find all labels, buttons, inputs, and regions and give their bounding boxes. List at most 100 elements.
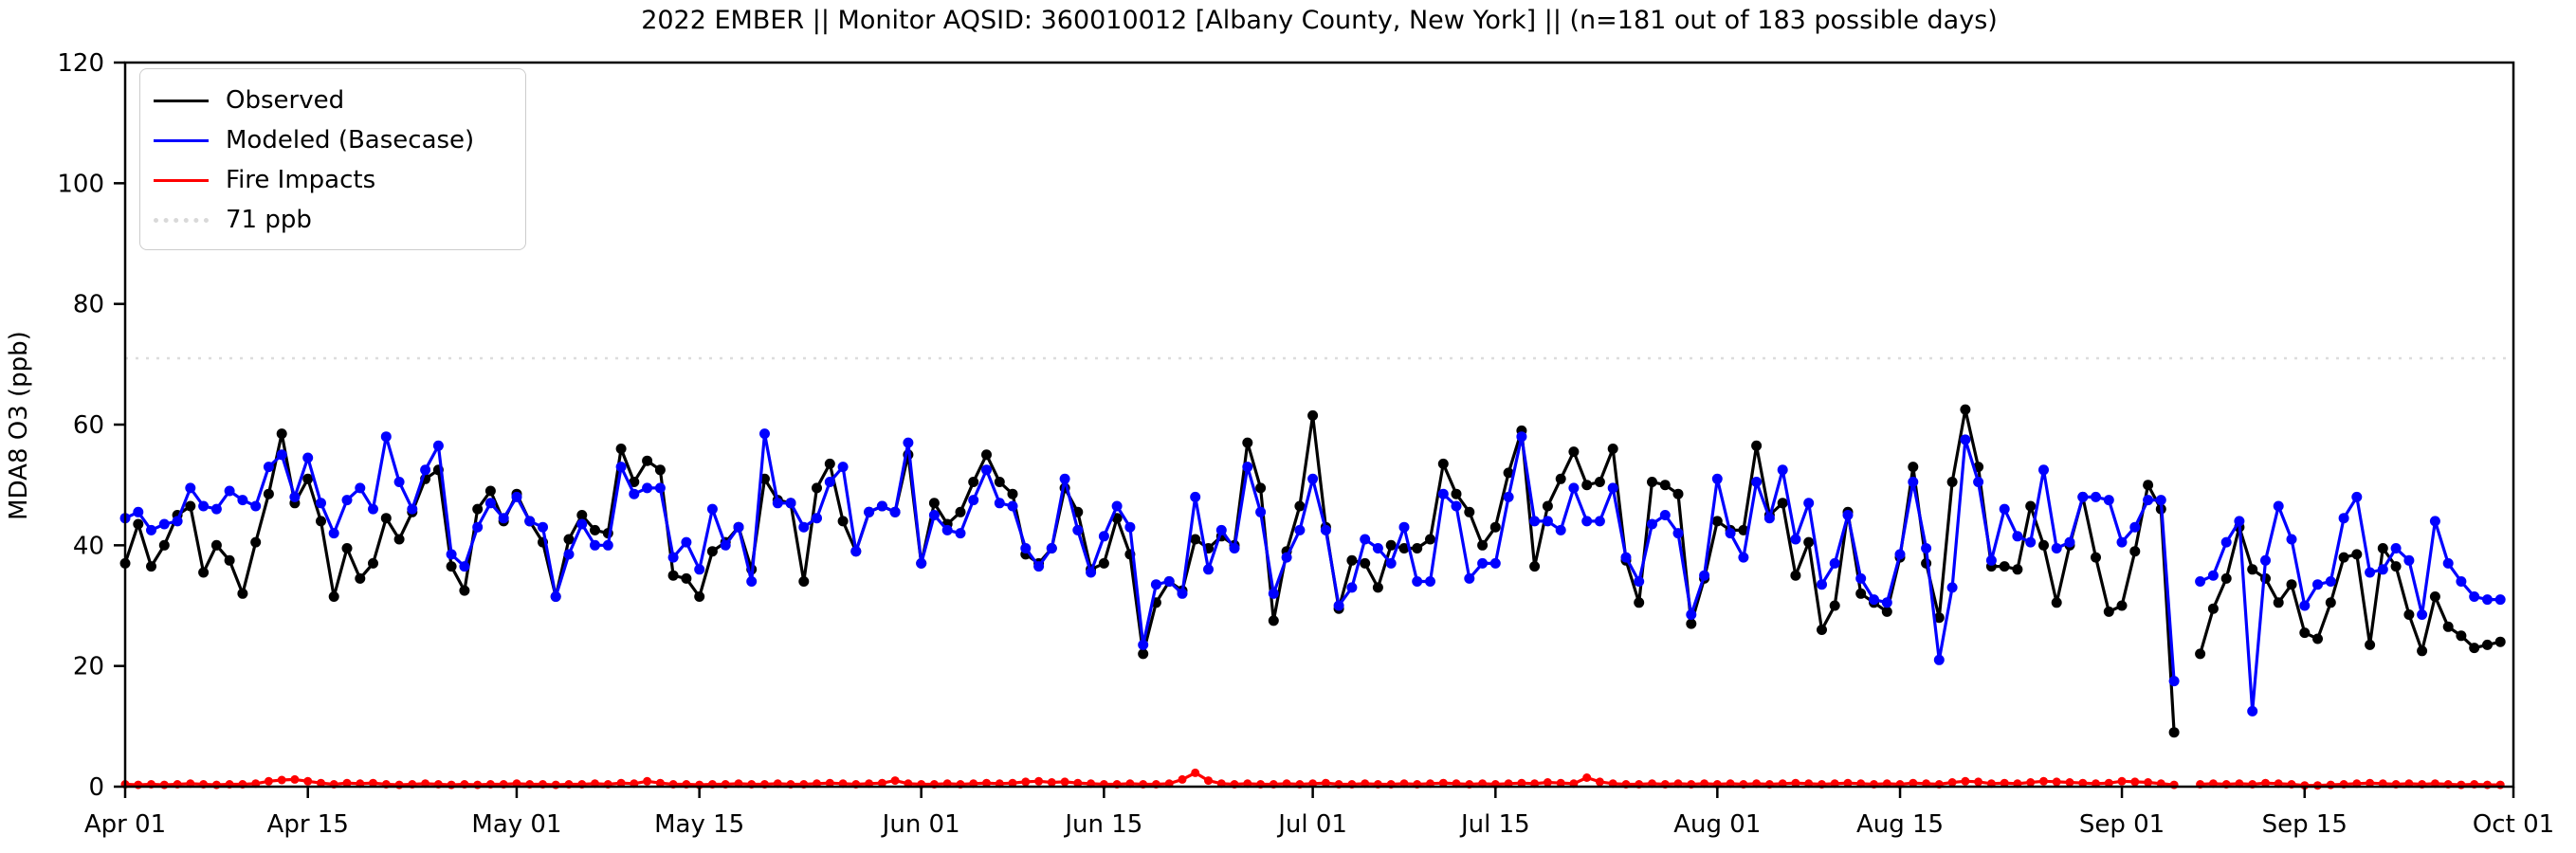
series-marker (1242, 462, 1253, 473)
series-marker (772, 498, 783, 509)
series-marker (2091, 491, 2101, 502)
series-marker (981, 464, 992, 476)
series-marker (1908, 462, 1919, 473)
series-marker (1398, 543, 1410, 554)
series-marker (1985, 554, 1997, 566)
series-marker (250, 536, 262, 548)
series-marker (368, 503, 378, 515)
series-marker (1999, 561, 2010, 572)
series-marker (590, 539, 600, 551)
series-marker (1947, 778, 1957, 787)
series-marker (1320, 524, 1331, 535)
series-marker (472, 503, 484, 515)
series-marker (2456, 576, 2467, 587)
series-marker (2129, 546, 2141, 557)
series-marker (2168, 727, 2180, 738)
series-marker (2273, 597, 2284, 608)
series-marker (1647, 477, 1657, 487)
series-marker (1777, 498, 1788, 509)
series-marker (342, 778, 352, 788)
series-marker (812, 513, 822, 524)
series-marker (1908, 477, 1919, 487)
series-marker (1516, 431, 1527, 443)
threshold-line-swatch (154, 217, 209, 223)
series-marker (1191, 768, 1200, 777)
legend: Observed Modeled (Basecase) Fire Impacts… (139, 68, 526, 250)
series-marker (1438, 778, 1448, 788)
series-marker (2078, 778, 2088, 788)
series-marker (2365, 567, 2376, 578)
series-marker (642, 455, 653, 466)
series-marker (290, 774, 300, 784)
series-marker (1437, 488, 1449, 499)
series-marker (237, 588, 248, 599)
series-marker (576, 518, 588, 530)
series-marker (1229, 543, 1240, 554)
series-marker (2091, 552, 2101, 563)
series-marker (2351, 491, 2363, 502)
series-marker (341, 495, 353, 506)
series-marker (484, 485, 496, 497)
series-marker (1659, 480, 1671, 491)
series-marker (2052, 777, 2061, 787)
series-marker (1464, 506, 1475, 517)
modeled-line-swatch (154, 138, 209, 142)
chart-title: 2022 EMBER || Monitor AQSID: 360010012 [… (641, 6, 1998, 35)
series-marker (2429, 516, 2440, 527)
series-marker (890, 776, 900, 786)
series-marker (1281, 552, 1292, 563)
series-marker (681, 536, 692, 548)
series-marker (158, 539, 170, 551)
series-marker (2103, 606, 2114, 617)
series-marker (1581, 480, 1593, 491)
series-marker (302, 473, 314, 484)
observed-line-swatch (154, 99, 209, 102)
series-marker (263, 462, 274, 473)
series-marker (2482, 639, 2493, 650)
series-marker (250, 500, 262, 512)
series-marker (1829, 600, 1840, 611)
y-tick-label: 80 (73, 291, 104, 319)
legend-label-observed: Observed (226, 86, 345, 115)
series-marker (2494, 636, 2506, 647)
series-marker (2168, 676, 2180, 687)
series-marker (185, 500, 196, 512)
series-marker (341, 543, 353, 554)
series-marker (1555, 473, 1566, 484)
series-marker (2026, 778, 2036, 787)
series-marker (916, 557, 927, 569)
series-marker (2065, 778, 2074, 787)
series-marker (1973, 477, 1984, 487)
series-marker (1033, 561, 1045, 572)
series-marker (263, 488, 274, 499)
series-marker (446, 561, 457, 572)
legend-item-observed: Observed (154, 81, 508, 120)
series-marker (667, 570, 679, 581)
series-marker (2220, 536, 2232, 548)
series-marker (538, 521, 548, 533)
series-marker (2299, 600, 2311, 611)
series-marker (2273, 500, 2284, 512)
series-marker (1034, 776, 1044, 786)
series-marker (302, 452, 314, 463)
series-marker (2429, 591, 2440, 602)
series-marker (2143, 495, 2154, 506)
series-marker (1138, 639, 1149, 650)
y-tick-label: 0 (88, 773, 104, 802)
series-marker (1620, 552, 1632, 563)
series-marker (1098, 557, 1109, 569)
series-marker (1542, 500, 1553, 512)
series-marker (1594, 516, 1605, 527)
series-marker (824, 458, 835, 469)
series-marker (2325, 597, 2336, 608)
series-marker (1594, 477, 1605, 487)
series-marker (289, 491, 301, 502)
series-marker (369, 778, 377, 788)
series-marker (1464, 572, 1475, 584)
series-marker (2207, 603, 2219, 614)
series-marker (654, 482, 666, 494)
series-marker (1725, 528, 1736, 539)
series-marker (1372, 582, 1383, 593)
series-marker (1711, 473, 1723, 484)
